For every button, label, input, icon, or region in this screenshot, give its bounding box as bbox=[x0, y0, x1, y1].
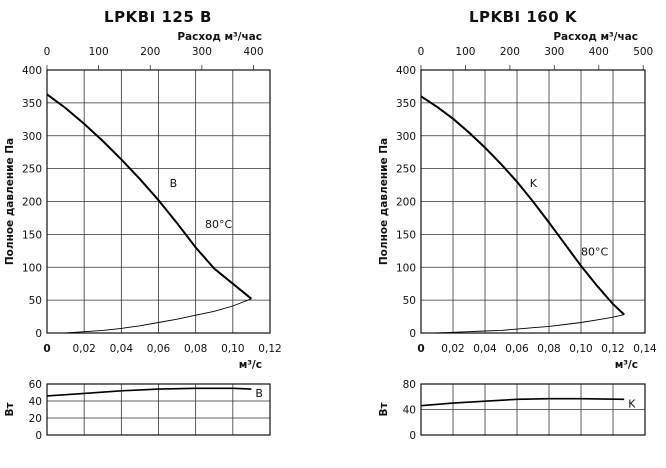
y-axis-label: Полное давление Па bbox=[4, 138, 16, 265]
chart-title: LPKBI 160 K bbox=[469, 8, 578, 26]
power-y-axis-label: Вт bbox=[378, 402, 390, 417]
y-tick-label: 200 bbox=[22, 197, 42, 209]
power-plot-frame bbox=[420, 383, 646, 436]
y-tick-label: 150 bbox=[22, 229, 42, 241]
y-tick-label: 50 bbox=[29, 295, 42, 307]
x-tick-label: 0,04 bbox=[110, 343, 134, 355]
x-tick-label: 0,12 bbox=[258, 343, 281, 355]
y-tick-label: 300 bbox=[22, 131, 42, 143]
y-tick-label: 0 bbox=[35, 328, 42, 340]
top-tick-label: 400 bbox=[589, 46, 609, 58]
y-tick-label: 200 bbox=[396, 197, 416, 209]
y-tick-label: 0 bbox=[409, 328, 416, 340]
power-y-tick-label: 0 bbox=[409, 430, 416, 442]
y-tick-label: 50 bbox=[403, 295, 416, 307]
y-tick-label: 350 bbox=[22, 98, 42, 110]
power-curve bbox=[46, 387, 252, 397]
top-tick-label: 0 bbox=[418, 46, 425, 58]
fan-curve-k bbox=[420, 95, 625, 316]
y-tick-label: 400 bbox=[396, 65, 416, 77]
power-curve bbox=[420, 397, 625, 407]
top-axis-label: Расход м³/час bbox=[177, 31, 262, 43]
x-tick-label: 0,12 bbox=[601, 343, 624, 355]
plot-frame bbox=[46, 69, 271, 334]
x-tick-label: 0 bbox=[43, 343, 50, 355]
curve-annotation: K bbox=[530, 177, 538, 190]
top-tick-label: 200 bbox=[500, 46, 520, 58]
x-tick-label: 0,02 bbox=[72, 343, 95, 355]
chart-title: LPKBI 125 B bbox=[104, 8, 212, 26]
y-tick-label: 400 bbox=[22, 65, 42, 77]
top-tick-label: 300 bbox=[544, 46, 564, 58]
power-y-axis-label: Вт bbox=[4, 402, 16, 417]
system-curve bbox=[436, 314, 625, 334]
x-tick-label: 0,06 bbox=[147, 343, 171, 355]
power-curve-label: B bbox=[255, 387, 263, 400]
top-tick-label: 0 bbox=[44, 46, 51, 58]
power-curve-label: K bbox=[628, 397, 636, 410]
x-tick-label: 0,08 bbox=[184, 343, 207, 355]
y-tick-label: 100 bbox=[22, 262, 42, 274]
top-axis-label: Расход м³/час bbox=[553, 31, 638, 43]
top-tick-label: 100 bbox=[89, 46, 109, 58]
fan-curve-b bbox=[46, 93, 253, 300]
y-tick-label: 300 bbox=[396, 131, 416, 143]
power-plot-frame bbox=[46, 383, 271, 436]
top-tick-label: 100 bbox=[455, 46, 475, 58]
curve-annotation: B bbox=[170, 177, 178, 190]
top-tick-label: 500 bbox=[633, 46, 653, 58]
x-tick-label: 0 bbox=[417, 343, 424, 355]
x-tick-label: 0,06 bbox=[505, 343, 529, 355]
plot-frame bbox=[420, 69, 646, 334]
y-tick-label: 100 bbox=[396, 262, 416, 274]
top-tick-label: 300 bbox=[192, 46, 212, 58]
y-tick-label: 350 bbox=[396, 98, 416, 110]
power-y-tick-label: 20 bbox=[29, 413, 42, 425]
power-y-tick-label: 0 bbox=[35, 430, 42, 442]
y-axis-label: Полное давление Па bbox=[378, 138, 390, 265]
x-tick-label: 0,14 bbox=[633, 343, 657, 355]
top-tick-label: 200 bbox=[140, 46, 160, 58]
top-tick-label: 400 bbox=[243, 46, 263, 58]
power-y-tick-label: 40 bbox=[403, 405, 416, 417]
y-tick-label: 250 bbox=[396, 164, 416, 176]
x-tick-label: 0,10 bbox=[569, 343, 592, 355]
curve-annotation: 80°C bbox=[581, 245, 608, 258]
x-tick-label: 0,04 bbox=[473, 343, 497, 355]
system-curve bbox=[65, 298, 252, 334]
power-y-tick-label: 40 bbox=[29, 396, 42, 408]
y-tick-label: 150 bbox=[396, 229, 416, 241]
power-y-tick-label: 60 bbox=[29, 379, 42, 391]
x-axis-label: м³/с bbox=[615, 359, 638, 371]
x-axis-label: м³/с bbox=[239, 359, 262, 371]
power-y-tick-label: 80 bbox=[403, 379, 416, 391]
x-tick-label: 0,10 bbox=[221, 343, 244, 355]
curve-annotation: 80°C bbox=[205, 218, 232, 231]
y-tick-label: 250 bbox=[22, 164, 42, 176]
x-tick-label: 0,08 bbox=[537, 343, 560, 355]
x-tick-label: 0,02 bbox=[441, 343, 464, 355]
